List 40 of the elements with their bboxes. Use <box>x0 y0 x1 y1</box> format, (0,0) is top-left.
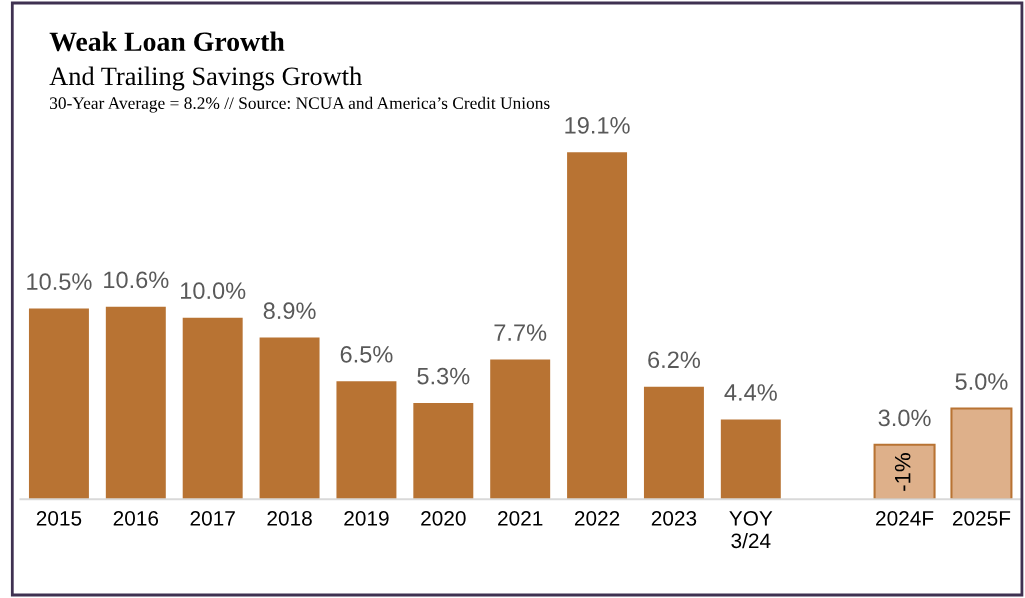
bar <box>490 359 551 500</box>
x-tick-label: 2020 <box>421 510 466 526</box>
x-tick-label: 2016 <box>113 510 159 526</box>
chart-subtitle: And Trailing Savings Growth <box>49 66 362 91</box>
data-label: 10.5% <box>27 273 92 290</box>
data-label: 7.7% <box>494 324 547 341</box>
x-tick-label: 2015 <box>36 510 82 526</box>
bar <box>950 407 1013 500</box>
x-tick-label: 2019 <box>344 510 389 526</box>
data-label: 5.0% <box>955 373 1008 390</box>
data-label: 19.1% <box>565 117 630 134</box>
bar <box>413 403 474 500</box>
chart-title: Weak Loan Growth <box>49 31 285 52</box>
data-label: 4.4% <box>724 384 777 401</box>
bar <box>182 317 243 500</box>
data-label: 10.0% <box>181 282 246 300</box>
data-label: 3.0% <box>878 409 931 427</box>
annotation: -1% <box>894 453 911 491</box>
bar <box>28 308 89 500</box>
data-label: 6.2% <box>648 351 701 369</box>
data-label: 10.6% <box>104 271 169 289</box>
data-label: 6.5% <box>340 345 393 363</box>
data-label: 5.3% <box>417 367 470 385</box>
x-tick-label: 2018 <box>267 510 312 526</box>
bar <box>873 443 936 500</box>
x-tick-label: YOY 3/24 <box>729 510 773 549</box>
bar <box>720 419 781 500</box>
text: 30-Year Average = 8.2% // Source: NCUA and America’s Credit Unions <box>50 96 550 113</box>
bar <box>336 381 397 500</box>
data-label: 8.9% <box>263 302 316 320</box>
bar <box>105 306 166 500</box>
x-tick-label: 2022 <box>574 510 620 526</box>
x-tick-label: 2021 <box>498 510 543 526</box>
x-tick-label: 2023 <box>651 510 697 526</box>
x-tick-label: 2017 <box>190 510 235 526</box>
x-tick-label: 2024F <box>876 510 934 526</box>
bar <box>643 386 704 500</box>
bar <box>567 152 628 500</box>
x-tick-label: 2025F <box>952 510 1011 526</box>
bar <box>259 337 320 500</box>
